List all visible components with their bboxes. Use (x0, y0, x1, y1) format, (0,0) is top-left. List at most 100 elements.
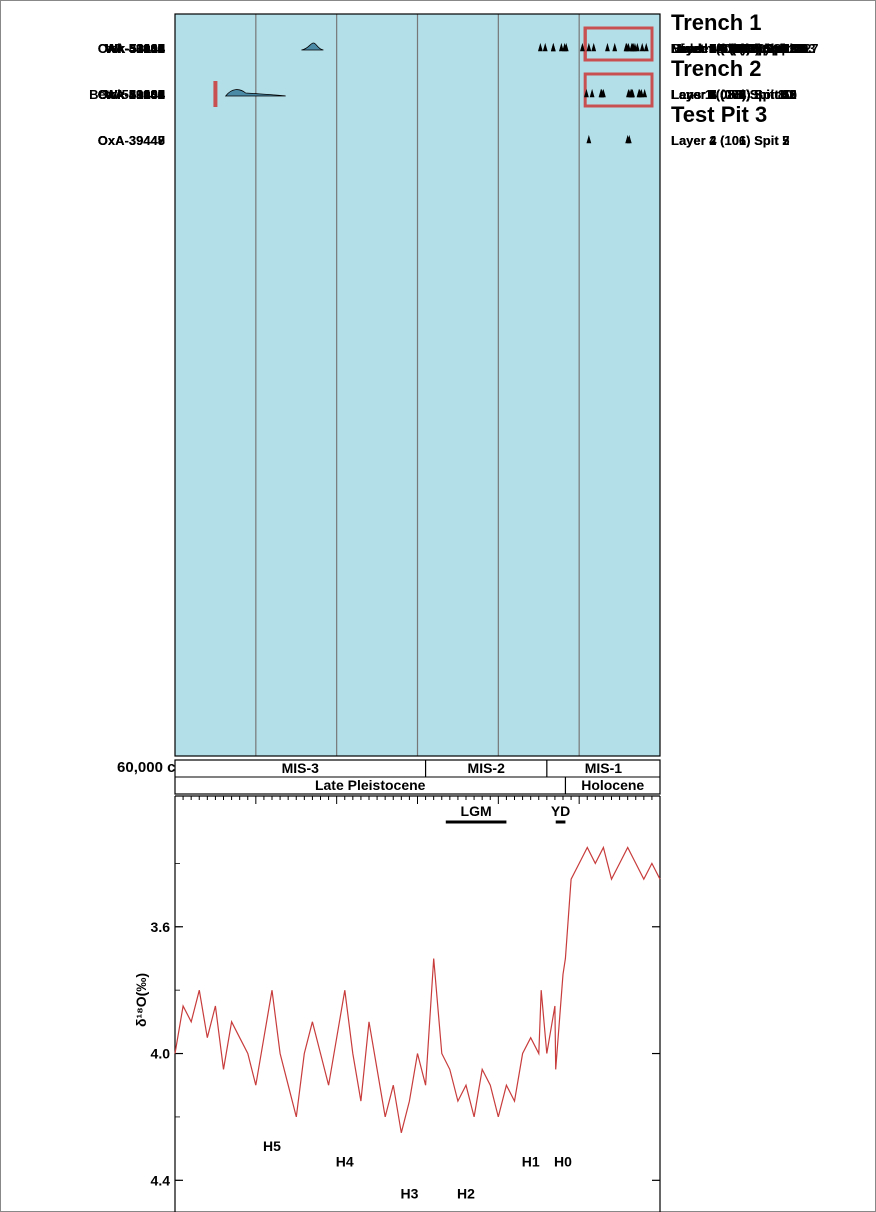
context-label: Layer 1 (070) Spit 1 (671, 87, 790, 102)
context-label: Layer 4 (106) Spit 5 (671, 133, 790, 148)
lab-code-label: Wk-53104 (105, 41, 166, 56)
period-labels: MIS-3 MIS-2 MIS-1 Late Pleistocene Holocene (282, 760, 644, 794)
context-label: Layer 3 (017) Spit 7 (671, 41, 790, 56)
date-distribution (639, 42, 645, 52)
group-heading: Trench 1 (671, 10, 761, 35)
date-distribution (550, 42, 556, 52)
lab-code-labels: Wk-53106Wk-53110Wk-53108OxA-40144Wk-5310… (89, 41, 166, 148)
date-distribution (537, 42, 543, 52)
lab-code-label: OxA-39444 (98, 87, 166, 102)
lab-code-label: Wk-51945 (105, 41, 165, 56)
lab-code-label: OxA-39939 (98, 87, 165, 102)
lab-code-label: OxA-39447 (98, 133, 165, 148)
lab-code-label: OxA-41208 (98, 87, 165, 102)
lab-code-label: Wk-53047 (105, 41, 165, 56)
date-distribution (586, 42, 592, 52)
lab-code-label: OxA-39448 (98, 133, 165, 148)
context-label: Black sed. (056) Spit 33 (671, 41, 816, 56)
lab-code-label: Wk-53109 (105, 41, 165, 56)
lab-code-label: Wk-53105 (105, 41, 165, 56)
heinrich-label: H3 (400, 1185, 418, 1201)
lab-code-label: Wk-53112 (106, 41, 165, 56)
date-distribution (558, 42, 564, 52)
lab-code-label: OxA-39449 (98, 133, 165, 148)
lab-code-label: Wk-51946 (105, 41, 165, 56)
context-label: Layer 3 (082) Spit 6 (671, 87, 790, 102)
date-distribution (642, 88, 648, 98)
event-bar-label: LGM (461, 803, 492, 819)
context-label: Layer 5-6 (036) Spit 18 (671, 41, 808, 56)
date-distribution (224, 89, 286, 97)
plot-border (174, 13, 661, 757)
vertical-gridlines (255, 14, 580, 756)
lab-code-label: Wk-53102 (105, 87, 165, 102)
context-label: Layer 4 (028) Spit 11 (671, 41, 796, 56)
context-label: Layer 4 (106) Spit 7 (671, 133, 790, 148)
date-distribution (591, 42, 597, 52)
date-distribution (625, 134, 631, 144)
period-label: Holocene (581, 777, 644, 793)
heinrich-label: H4 (336, 1154, 354, 1170)
lab-code-label: Wk-53042 (105, 41, 165, 56)
lab-code-label: Wk-53033 (105, 87, 165, 102)
isotope-series-line (174, 845, 661, 1133)
context-label: Layer 2 (072) Spit 4 (671, 87, 790, 102)
context-label: Hearth (024) Spit 9 (671, 41, 785, 56)
highlight-box (583, 26, 654, 62)
context-label: Layer 6 (087) Spit 15 (671, 87, 797, 102)
context-label: Layer 6 (042) Spit 22 (671, 41, 797, 56)
lab-code-label: Wk-53040 (105, 41, 165, 56)
context-label: Layer 7 (088) Spit 19 (671, 87, 797, 102)
lab-code-label: Wk-51944 (105, 41, 166, 56)
calibrated-date-plot: Wk-53106Wk-53110Wk-53108OxA-40144Wk-5310… (89, 10, 818, 776)
lab-code-label: Wk-53108 (105, 41, 165, 56)
date-distribution (580, 42, 585, 52)
context-label: Layer 5-6 (036) Spit 20 (671, 41, 808, 56)
date-distribution (626, 88, 631, 98)
lab-code-label: Wk-53036 (105, 87, 165, 102)
context-label: Layer 5A (030) Spit 14 (671, 41, 806, 56)
lab-code-label: Wk-53103 (105, 87, 165, 102)
date-distributions (213, 42, 649, 144)
lab-code-label: Wk-53041 (105, 41, 165, 56)
context-label: Layer 1 (001) Spit 2 (671, 41, 790, 56)
context-label: Layer 5-6 (036) Spit 20 (671, 41, 808, 56)
context-label: Layer 7 (049) Spit 25727 (671, 41, 818, 56)
period-label: MIS-3 (282, 760, 320, 776)
date-distribution (643, 42, 649, 52)
highlight-box (583, 72, 654, 108)
lab-code-label: Wk-53039 (105, 41, 165, 56)
context-label: Layer 5-6 (036) Spit 19 (671, 41, 808, 56)
heinrich-label: H2 (457, 1185, 475, 1201)
context-label: Layer 4 (084) Spit 10 (671, 87, 797, 102)
context-label: Layer 5-6 (036) Spit 20 (671, 41, 808, 56)
y-tick-label: 4.4 (151, 1172, 171, 1188)
period-label: MIS-1 (585, 760, 623, 776)
date-distribution (584, 88, 589, 98)
date-distribution (599, 88, 605, 98)
context-label: Layer 6 (087) Spit 16 (671, 87, 797, 102)
context-label: Layer 5-6 (036) Spit 22 (671, 41, 808, 56)
lab-code-label: Wk-53038 (105, 41, 165, 56)
lab-code-label: Wk-53110 (106, 41, 165, 56)
lab-code-label: OxA-39443 (98, 41, 165, 56)
lab-code-label: Wk-53034 (105, 87, 166, 102)
context-label: Layer 5-6 (036) Spit 18 (671, 41, 808, 56)
isotope-ticks: 3.6 4.0 4.4 (151, 796, 661, 1188)
isotope-y-label: δ¹⁸O(‰) (133, 973, 149, 1027)
context-label: Lens 1 (083) Spit 8 (671, 87, 785, 102)
date-distribution (589, 88, 595, 98)
heinrich-label: H1 (522, 1154, 540, 1170)
group-heading: Trench 2 (671, 56, 761, 81)
lab-code-label: Beta-523980 (89, 87, 165, 102)
period-label: MIS-2 (468, 760, 506, 776)
lab-code-label: Wk-53046 (105, 41, 165, 56)
context-label: Hearth (014) Spit 4 (671, 41, 786, 56)
context-label: Layer 4 (028) Spit 12 (671, 41, 797, 56)
context-label: Layer 5 (086) Spit 11 (671, 87, 796, 102)
marker-bar (213, 81, 218, 107)
date-distribution (542, 42, 548, 52)
lab-code-label: Wk-53037 (105, 87, 165, 102)
context-label: Layer 4 (084) Spit 11 (671, 87, 796, 102)
